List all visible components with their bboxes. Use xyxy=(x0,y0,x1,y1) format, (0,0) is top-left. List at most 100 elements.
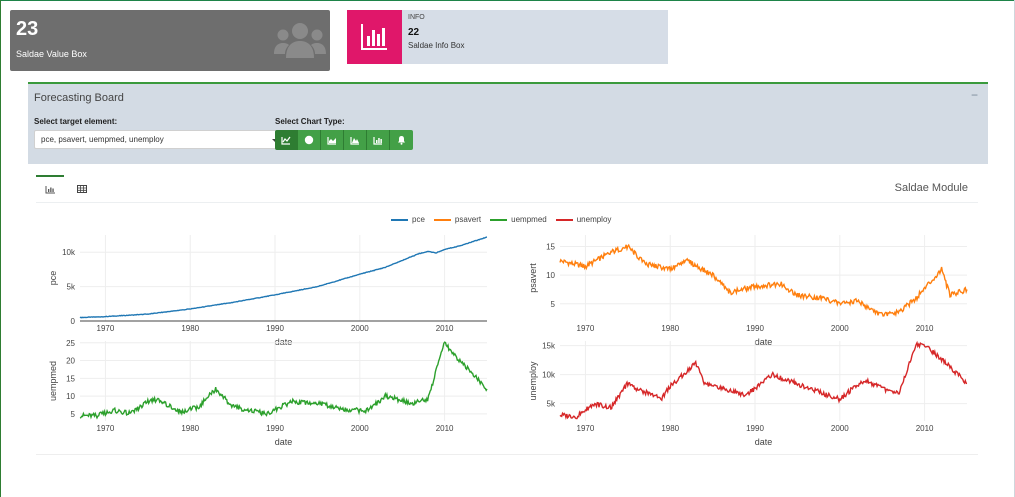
chart-svg: 5k 10k 15k 1970 1980 1990 2000 2010 date unemploy xyxy=(528,340,968,447)
series-line-unemploy xyxy=(559,340,968,421)
x-axis-label: date xyxy=(275,337,293,347)
y-tick-label: 15 xyxy=(66,374,75,383)
x-tick-label: 1980 xyxy=(661,424,679,433)
x-axis-label: date xyxy=(755,437,773,447)
forecasting-panel: Forecasting Board − Select target elemen… xyxy=(28,82,988,164)
y-tick-label: 20 xyxy=(66,357,75,366)
chart-svg: 0 5k 10k 1970 1980 1990 2000 2010 date pce xyxy=(48,235,488,347)
mountain-chart-button[interactable] xyxy=(344,130,367,150)
legend-swatch xyxy=(555,218,573,221)
info-box: INFO 22 Saldae Info Box xyxy=(347,10,668,64)
series-line-uempmed xyxy=(79,341,488,420)
x-tick-label: 2010 xyxy=(436,324,454,333)
y-tick-label: 0 xyxy=(71,317,76,326)
legend-item-pce[interactable]: pce xyxy=(391,215,425,224)
value-box: 23 Saldae Value Box xyxy=(10,10,330,71)
left-border xyxy=(0,0,1,497)
legend-label: uempmed xyxy=(511,215,547,224)
tab-table[interactable] xyxy=(68,175,96,202)
x-tick-label: 1990 xyxy=(746,424,764,433)
legend-label: pce xyxy=(412,215,425,224)
pie-chart-button[interactable] xyxy=(298,130,321,150)
y-axis-label: pce xyxy=(48,271,58,286)
value-box-value: 23 xyxy=(16,18,39,40)
y-axis-label: uempmed xyxy=(48,361,58,401)
bar-chart-icon xyxy=(361,24,387,50)
series-line-pce xyxy=(79,236,488,319)
x-tick-label: 1980 xyxy=(181,424,199,433)
y-tick-label: 10 xyxy=(546,271,555,280)
target-label: Select target element: xyxy=(34,117,118,126)
y-tick-label: 10k xyxy=(62,248,76,257)
legend-swatch xyxy=(391,218,408,221)
chart-svg: 5 10 15 20 25 1970 1980 1990 2000 2010 date uempmed xyxy=(48,339,488,447)
legend-item-unemploy[interactable]: unemploy xyxy=(555,215,612,224)
y-tick-label: 15k xyxy=(542,342,556,351)
y-tick-label: 5 xyxy=(551,300,556,309)
x-tick-label: 1990 xyxy=(746,324,764,333)
legend-swatch xyxy=(490,218,508,221)
plot-uempmed: 5 10 15 20 25 1970 1980 1990 2000 2010 date uempmed xyxy=(48,339,488,453)
x-axis-label: date xyxy=(755,337,773,347)
circle-icon xyxy=(304,135,314,145)
x-tick-label: 1970 xyxy=(97,424,115,433)
value-box-subtitle: Saldae Value Box xyxy=(16,49,87,59)
y-axis-label: unemploy xyxy=(528,361,538,401)
bar-chart-icon xyxy=(373,136,382,145)
legend-label: unemploy xyxy=(576,215,612,224)
y-axis-label: psavert xyxy=(528,263,538,293)
x-tick-label: 2010 xyxy=(916,324,934,333)
x-tick-label: 2010 xyxy=(436,424,454,433)
target-select[interactable]: pce, psavert, uempmed, unemploy xyxy=(34,130,286,149)
line-chart-icon xyxy=(281,136,291,145)
users-icon xyxy=(274,22,326,60)
y-tick-label: 10 xyxy=(66,392,75,401)
collapse-button[interactable]: − xyxy=(970,88,978,102)
chart-type-label: Select Chart Type: xyxy=(275,117,345,126)
x-tick-label: 2000 xyxy=(831,324,849,333)
info-box-value: 22 xyxy=(408,27,420,38)
legend-item-psavert[interactable]: psavert xyxy=(433,215,482,224)
area-chart-icon xyxy=(327,136,336,145)
area-chart-button[interactable] xyxy=(321,130,344,150)
chart-type-buttons xyxy=(275,130,413,150)
table-tab-icon xyxy=(77,184,87,193)
x-tick-label: 1970 xyxy=(97,324,115,333)
x-tick-label: 1990 xyxy=(266,424,284,433)
line-chart-button[interactable] xyxy=(275,130,298,150)
tab-chart[interactable] xyxy=(36,175,64,202)
chart-svg: 5 10 15 1970 1980 1990 2000 2010 date psavert xyxy=(528,235,968,347)
panel-title: Forecasting Board xyxy=(34,92,124,104)
legend-swatch xyxy=(433,218,451,221)
plot-pce: 0 5k 10k 1970 1980 1990 2000 2010 date pce xyxy=(48,235,488,353)
x-tick-label: 2000 xyxy=(351,324,369,333)
x-axis-label: date xyxy=(275,437,293,447)
chart-legend: pce psavert uempmed unemploy xyxy=(391,215,620,224)
legend-label: psavert xyxy=(454,215,482,224)
legend-item-uempmed[interactable]: uempmed xyxy=(490,215,547,224)
y-tick-label: 5k xyxy=(547,400,556,409)
y-tick-label: 5k xyxy=(67,283,76,292)
target-select-value: pce, psavert, uempmed, unemploy xyxy=(41,135,164,144)
x-tick-label: 1980 xyxy=(181,324,199,333)
y-tick-label: 25 xyxy=(66,339,75,348)
x-tick-label: 2010 xyxy=(916,424,934,433)
bell-icon xyxy=(398,136,405,145)
x-tick-label: 1980 xyxy=(661,324,679,333)
bar-chart-button[interactable] xyxy=(367,130,390,150)
plot-unemploy: 5k 10k 15k 1970 1980 1990 2000 2010 date unemploy xyxy=(528,340,968,453)
alert-button[interactable] xyxy=(390,130,413,150)
top-border xyxy=(0,0,1015,1)
saldae-module: Saldae Module pce psavert uempmed unempl… xyxy=(36,175,978,455)
chart-tab-icon xyxy=(45,185,55,193)
plot-psavert: 5 10 15 1970 1980 1990 2000 2010 date psavert xyxy=(528,235,968,353)
info-box-title: INFO xyxy=(408,14,425,21)
y-tick-label: 10k xyxy=(542,371,556,380)
x-tick-label: 1970 xyxy=(577,324,595,333)
x-tick-label: 1970 xyxy=(577,424,595,433)
info-box-icon-area xyxy=(347,10,402,64)
info-box-subtitle: Saldae Info Box xyxy=(408,41,465,50)
mountain-chart-icon xyxy=(350,136,359,145)
x-tick-label: 2000 xyxy=(831,424,849,433)
y-tick-label: 5 xyxy=(71,410,76,419)
